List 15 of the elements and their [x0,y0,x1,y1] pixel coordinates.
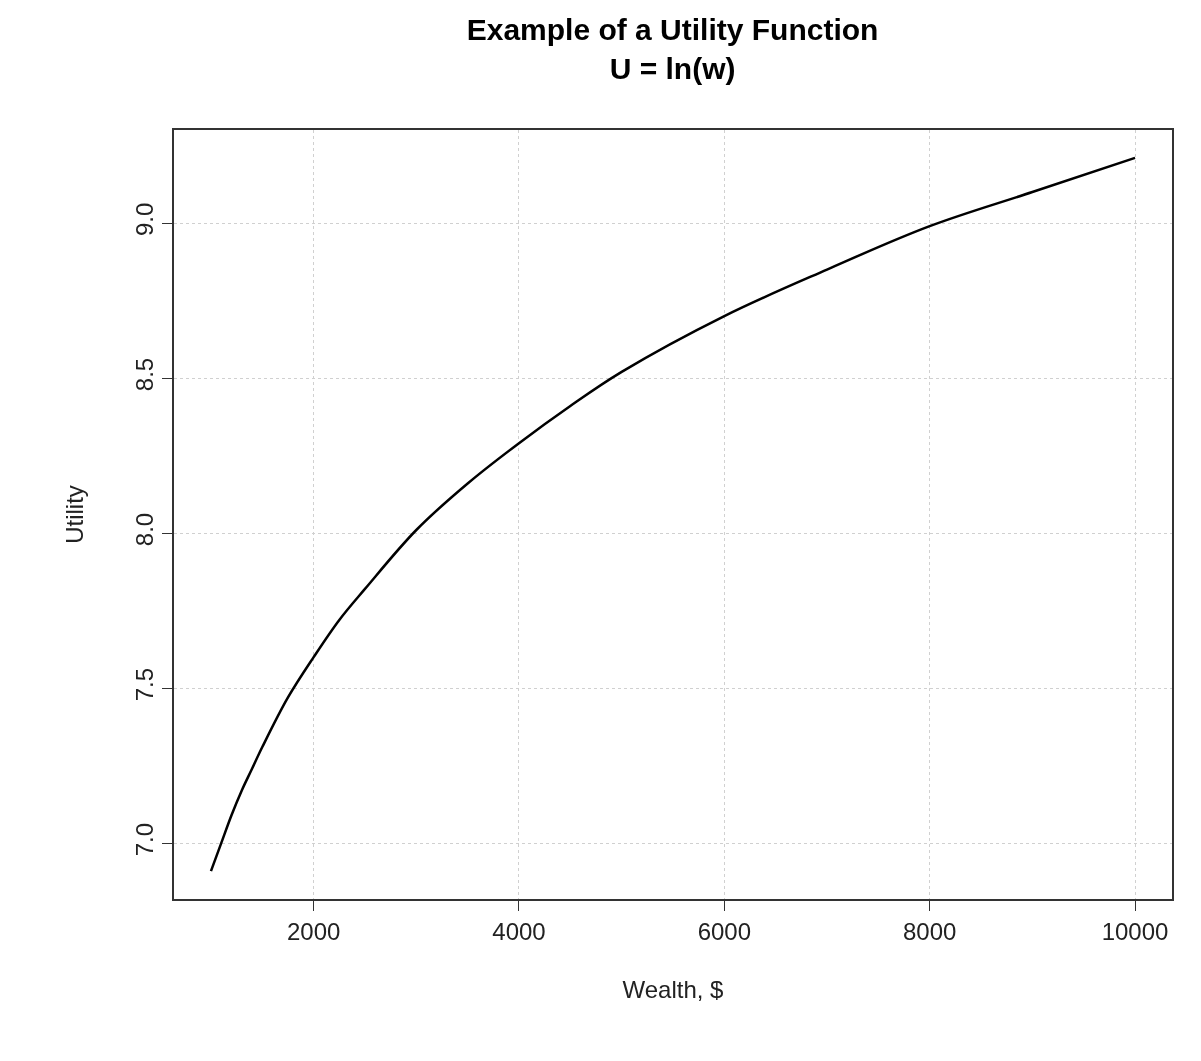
x-tick-label: 8000 [902,917,957,945]
y-tick-label: 7.5 [130,667,158,702]
x-axis-title: Wealth, $ [622,976,724,1004]
chart-title: Example of a Utility Function [466,13,879,47]
y-tick-label: 9.0 [130,202,158,237]
x-tick-label: 6000 [697,917,752,945]
chart-subtitle: U = ln(w) [609,52,736,86]
y-tick-label: 7.0 [130,822,158,857]
y-axis-title: Utility [61,485,89,544]
x-tick-label: 10000 [1101,917,1169,945]
line-series [209,156,1137,873]
y-tick-label: 8.5 [130,357,158,392]
x-tick-label: 4000 [492,917,546,945]
y-tick-label: 8.0 [130,512,158,547]
x-tick-label: 2000 [286,917,341,945]
